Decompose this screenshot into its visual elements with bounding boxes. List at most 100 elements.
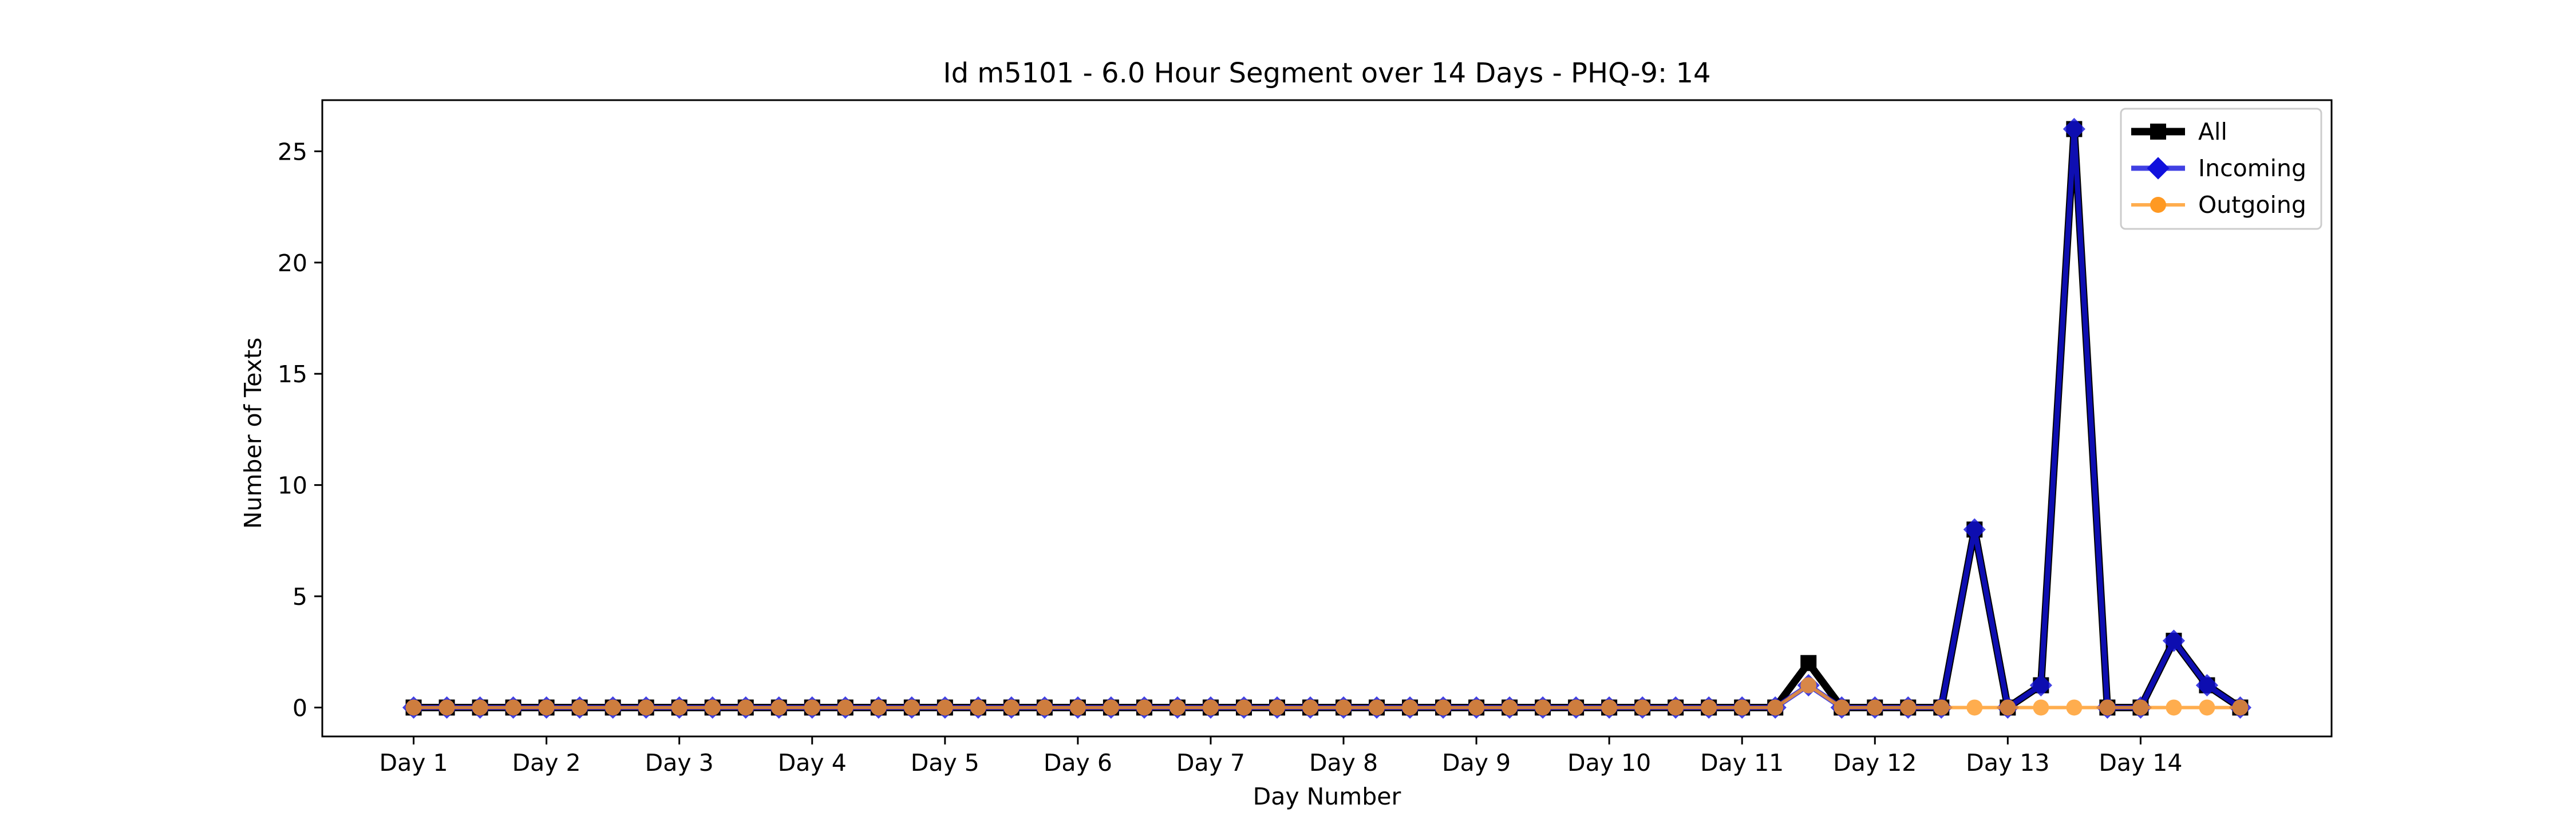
- series-outgoing-point: [1402, 699, 1419, 716]
- y-tick-label: 20: [278, 249, 307, 277]
- series-outgoing-point: [2166, 699, 2182, 716]
- x-tick-label: Day 13: [1966, 749, 2049, 777]
- series-incoming-point: [2195, 674, 2219, 697]
- y-tick-label: 25: [278, 138, 307, 165]
- plot-area-frame: [321, 99, 2333, 738]
- series-outgoing-point: [2132, 699, 2149, 716]
- series-outgoing-point: [538, 699, 555, 716]
- legend-label-outgoing: Outgoing: [2198, 191, 2306, 219]
- series-outgoing-point: [903, 699, 920, 716]
- x-tick-label: Day 3: [645, 749, 714, 777]
- legend-box: [2120, 108, 2322, 230]
- series-outgoing-point: [571, 699, 588, 716]
- series-outgoing-point: [1966, 699, 1983, 716]
- series-outgoing-point: [1036, 699, 1053, 716]
- x-tick-label: Day 7: [1176, 749, 1245, 777]
- series-outgoing-point: [1900, 699, 1917, 716]
- series-incoming-point: [2063, 117, 2085, 141]
- series-outgoing-point: [1668, 699, 1684, 716]
- x-tick-label: Day 14: [2099, 749, 2182, 777]
- series-outgoing-point: [1468, 699, 1485, 716]
- series-outgoing-point: [1336, 699, 1352, 716]
- legend-marker-incoming: [2147, 157, 2170, 180]
- x-tick-label: Day 11: [1700, 749, 1784, 777]
- series-outgoing-point: [1069, 699, 1086, 716]
- series-all-point: [1800, 655, 1817, 671]
- series-outgoing-point: [1369, 699, 1385, 716]
- series-outgoing-point: [2232, 699, 2249, 716]
- series-outgoing-point: [1867, 699, 1883, 716]
- y-tick-label: 15: [278, 360, 307, 388]
- y-axis: 0 5 10 15 20 25: [278, 138, 322, 722]
- series-outgoing-point: [771, 699, 787, 716]
- x-tick-label: Day 10: [1567, 749, 1651, 777]
- series-outgoing-point: [1202, 699, 1219, 716]
- chart-title: Id m5101 - 6.0 Hour Segment over 14 Days…: [943, 57, 1710, 89]
- series-layer: [402, 117, 2252, 719]
- legend-marker-outgoing: [2150, 197, 2166, 213]
- legend-label-incoming: Incoming: [2198, 154, 2306, 182]
- x-axis-label: Day Number: [1253, 783, 1401, 810]
- series-outgoing-point: [2199, 699, 2215, 716]
- series-incoming-point: [1963, 518, 1986, 541]
- series-outgoing-point: [804, 699, 820, 716]
- series-outgoing-point: [505, 699, 521, 716]
- series-outgoing-point: [837, 699, 854, 716]
- series-outgoing-point: [1568, 699, 1585, 716]
- legend: All Incoming Outgoing: [2120, 108, 2322, 230]
- series-outgoing-point: [405, 699, 422, 716]
- series-outgoing-point: [638, 699, 654, 716]
- series-outgoing-point: [870, 699, 887, 716]
- y-tick-label: 10: [278, 472, 307, 500]
- series-outgoing-point: [1169, 699, 1186, 716]
- series-outgoing-point: [1933, 699, 1950, 716]
- series-outgoing-point: [970, 699, 986, 716]
- legend-label-all: All: [2198, 118, 2227, 145]
- y-tick-label: 0: [293, 694, 307, 722]
- y-tick-label: 5: [293, 583, 307, 611]
- series-incoming-point: [2162, 629, 2186, 652]
- series-outgoing-point: [1800, 677, 1817, 694]
- series-outgoing-point: [1136, 699, 1152, 716]
- series-incoming-point: [2029, 674, 2052, 697]
- series-outgoing-point: [1734, 699, 1751, 716]
- series-outgoing: [405, 677, 2249, 716]
- series-outgoing-point: [937, 699, 953, 716]
- series-outgoing-point: [671, 699, 688, 716]
- series-outgoing-point: [1834, 699, 1850, 716]
- series-outgoing-point: [1302, 699, 1318, 716]
- series-outgoing-point: [1601, 699, 1618, 716]
- series-outgoing-point: [1269, 699, 1285, 716]
- series-outgoing-point: [2099, 699, 2116, 716]
- legend-marker-all: [2150, 124, 2166, 140]
- series-outgoing-point: [1535, 699, 1551, 716]
- x-axis: Day 1 Day 2 Day 3 Day 4 Day 5 Day 6 Day 7 Day 8…: [380, 736, 2182, 777]
- series-outgoing-point: [2000, 699, 2016, 716]
- x-tick-label: Day 8: [1309, 749, 1378, 777]
- x-tick-label: Day 4: [778, 749, 847, 777]
- x-tick-label: Day 5: [911, 749, 979, 777]
- x-tick-label: Day 2: [512, 749, 581, 777]
- series-outgoing-point: [605, 699, 621, 716]
- x-tick-label: Day 6: [1044, 749, 1112, 777]
- series-outgoing-point: [1103, 699, 1119, 716]
- series-outgoing-point: [1767, 699, 1784, 716]
- series-outgoing-point: [704, 699, 721, 716]
- series-outgoing-point: [472, 699, 488, 716]
- series-outgoing-point: [1003, 699, 1020, 716]
- series-outgoing-point: [1634, 699, 1651, 716]
- series-outgoing-point: [1235, 699, 1252, 716]
- y-axis-label: Number of Texts: [239, 338, 267, 529]
- series-outgoing-point: [438, 699, 455, 716]
- x-tick-label: Day 1: [380, 749, 448, 777]
- series-outgoing-point: [2066, 699, 2083, 716]
- series-outgoing-point: [1502, 699, 1518, 716]
- series-outgoing-point: [1435, 699, 1452, 716]
- series-outgoing-point: [1701, 699, 1717, 716]
- x-tick-label: Day 12: [1833, 749, 1917, 777]
- x-tick-label: Day 9: [1442, 749, 1511, 777]
- series-outgoing-point: [737, 699, 754, 716]
- series-outgoing-point: [2033, 699, 2049, 716]
